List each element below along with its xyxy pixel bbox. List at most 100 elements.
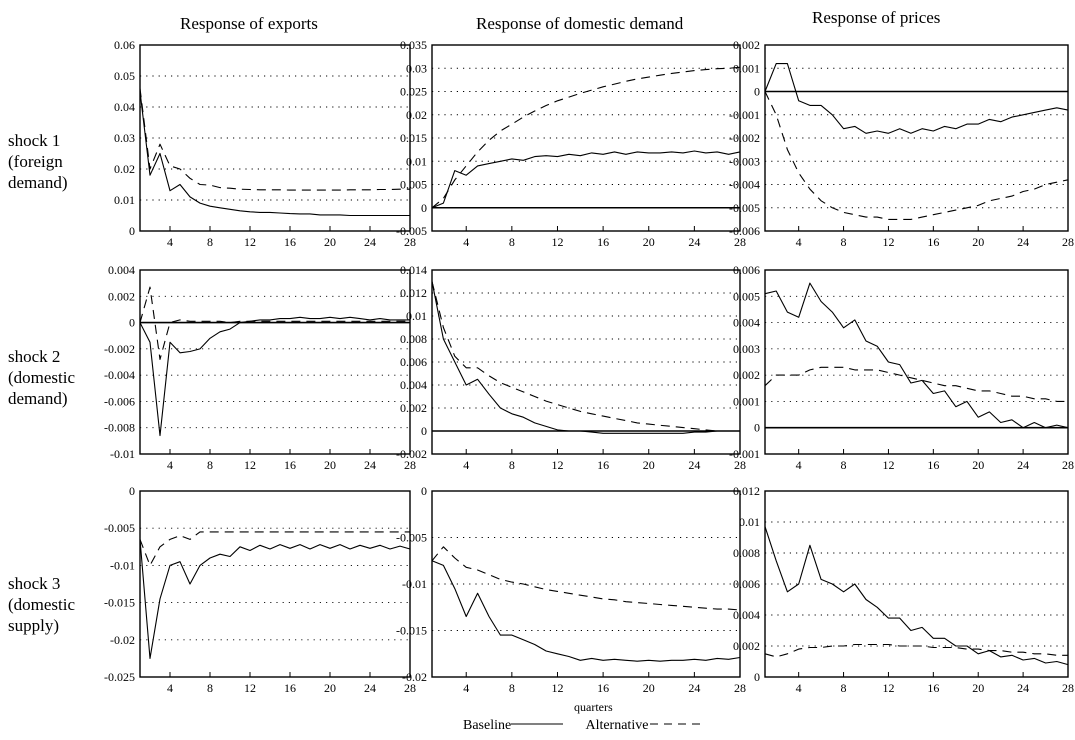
prices-shock2-baseline-line [764,282,1069,429]
domestic-demand-shock2-x-tick-label: 28 [734,458,746,472]
prices-shock3-x-tick-label: 20 [972,681,984,695]
prices-shock2-y-tick-label: 0 [754,421,760,435]
domestic-demand-shock3-x-tick-label: 20 [643,681,655,695]
domestic-demand-shock1-y-tick-label: 0.015 [400,131,427,145]
exports-shock1-y-tick-label: 0.03 [114,131,135,145]
exports-shock1-alternative-line [139,88,410,191]
row-label-line: (domestic [8,368,76,387]
prices-shock1-x-tick-label: 20 [972,235,984,249]
prices-shock1-y-tick-label: -0.002 [729,131,760,145]
prices-shock3-x-tick-label: 28 [1062,681,1074,695]
row-label-line: shock 2 [8,347,61,366]
prices-shock2-y-tick-label: 0.006 [733,263,760,277]
exports-shock2-x-tick-label: 20 [324,458,336,472]
exports-shock2-x-tick-label: 4 [167,458,173,472]
domestic-demand-shock2-x-tick-label: 8 [509,458,515,472]
prices-shock1-x-tick-label: 8 [841,235,847,249]
prices-shock1-panel-frame [764,44,1069,232]
exports-shock2-y-tick-label: 0.002 [108,289,135,303]
legend-baseline-label: Baseline [463,718,512,733]
legend-alternative-label: Alternative [585,718,649,733]
exports-shock2-x-tick-label: 16 [284,458,296,472]
exports-shock1-y-tick-label: 0.06 [114,38,135,52]
exports-shock2-x-tick-label: 28 [404,458,416,472]
exports-shock1-y-tick-label: 0.02 [114,162,135,176]
exports-shock1-y-tick-label: 0.05 [114,69,135,83]
prices-shock3-x-tick-label: 16 [927,681,939,695]
prices-shock1-y-tick-label: -0.005 [729,201,760,215]
exports-shock1-x-tick-label: 24 [364,235,376,249]
prices-shock1-x-tick-label: 24 [1017,235,1029,249]
domestic-demand-shock1-alternative-line [431,66,741,209]
exports-shock3-panel-frame [139,490,411,678]
legend-baseline-line [511,723,564,725]
exports-shock2-y-tick-label: -0.006 [104,394,135,408]
prices-shock2-y-tick-label: 0.001 [733,394,760,408]
legend-alternative-line [650,723,705,725]
exports-shock2-y-tick-label: 0 [129,316,135,330]
exports-shock3-y-tick-label: 0 [129,484,135,498]
exports-shock3-x-tick-label: 16 [284,681,296,695]
prices-shock2-y-tick-label: 0.002 [733,368,760,382]
prices-shock1-x-tick-label: 12 [882,235,894,249]
domestic-demand-shock3-x-tick-label: 24 [688,681,700,695]
exports-shock2-y-tick-label: -0.008 [104,421,135,435]
exports-shock1-y-tick-label: 0.04 [114,100,135,114]
exports-shock2-x-tick-label: 24 [364,458,376,472]
prices-shock3-y-tick-label: 0.004 [733,608,760,622]
domestic-demand-shock3-x-tick-label: 8 [509,681,515,695]
exports-shock3-x-tick-label: 28 [404,681,416,695]
domestic-demand-shock3-alternative-line [431,546,741,611]
prices-shock1-alternative-line [764,91,1069,220]
exports-shock1-x-tick-label: 12 [244,235,256,249]
domestic-demand-shock3-y-tick-label: -0.015 [396,624,427,638]
domestic-demand-shock1-y-tick-label: 0.035 [400,38,427,52]
domestic-demand-shock2-alternative-line [431,281,740,432]
domestic-demand-shock1-baseline-line [431,150,741,209]
exports-shock2-y-tick-label: 0.004 [108,263,135,277]
domestic-demand-shock1-y-tick-label: 0.005 [400,178,427,192]
row-label-line: demand) [8,389,68,408]
exports-shock1-panel-frame [139,44,411,232]
prices-shock2-y-tick-label: 0.003 [733,342,760,356]
domestic-demand-shock1-y-tick-label: 0 [421,201,427,215]
exports-shock1-x-tick-label: 8 [207,235,213,249]
column-title-exports: Response of exports [180,14,318,33]
exports-shock1-x-tick-label: 16 [284,235,296,249]
prices-shock3-x-tick-label: 24 [1017,681,1029,695]
exports-shock3-x-tick-label: 24 [364,681,376,695]
prices-shock1-y-tick-label: 0 [754,85,760,99]
domestic-demand-shock2-panel-frame [431,269,741,455]
exports-shock3-alternative-line [139,531,410,566]
prices-shock2-x-tick-label: 24 [1017,458,1029,472]
row-label-line: demand) [8,173,68,192]
prices-shock2-alternative-line [764,366,1068,402]
prices-shock2-y-tick-label: 0.005 [733,289,760,303]
domestic-demand-shock2-y-tick-label: 0.002 [400,401,427,415]
exports-shock2-x-tick-label: 12 [244,458,256,472]
x-axis-label-quarters: quarters [574,700,613,714]
domestic-demand-shock2-x-tick-label: 20 [643,458,655,472]
prices-shock2-y-tick-label: -0.001 [729,447,760,461]
exports-shock3-x-tick-label: 20 [324,681,336,695]
row-label-line: shock 3 [8,574,61,593]
exports-shock3-x-tick-label: 8 [207,681,213,695]
exports-shock1-y-tick-label: 0.01 [114,193,135,207]
prices-shock3-x-tick-label: 4 [796,681,802,695]
domestic-demand-shock1-x-tick-label: 4 [463,235,469,249]
exports-shock2-x-tick-label: 8 [207,458,213,472]
exports-shock1-x-tick-label: 20 [324,235,336,249]
domestic-demand-shock3-baseline-line [431,560,741,662]
domestic-demand-shock3-panel-frame [431,490,741,678]
prices-shock2-x-tick-label: 8 [841,458,847,472]
exports-shock2-y-tick-label: -0.002 [104,342,135,356]
prices-shock1-x-tick-label: 16 [927,235,939,249]
row-label-line: supply) [8,616,59,635]
domestic-demand-shock1-x-tick-label: 8 [509,235,515,249]
prices-shock2-x-tick-label: 28 [1062,458,1074,472]
exports-shock3-y-tick-label: -0.025 [104,670,135,684]
prices-shock3-panel-frame [764,490,1069,678]
exports-shock3-y-tick-label: -0.005 [104,521,135,535]
prices-shock3-baseline-line [764,526,1069,666]
domestic-demand-shock2-y-tick-label: 0 [421,424,427,438]
